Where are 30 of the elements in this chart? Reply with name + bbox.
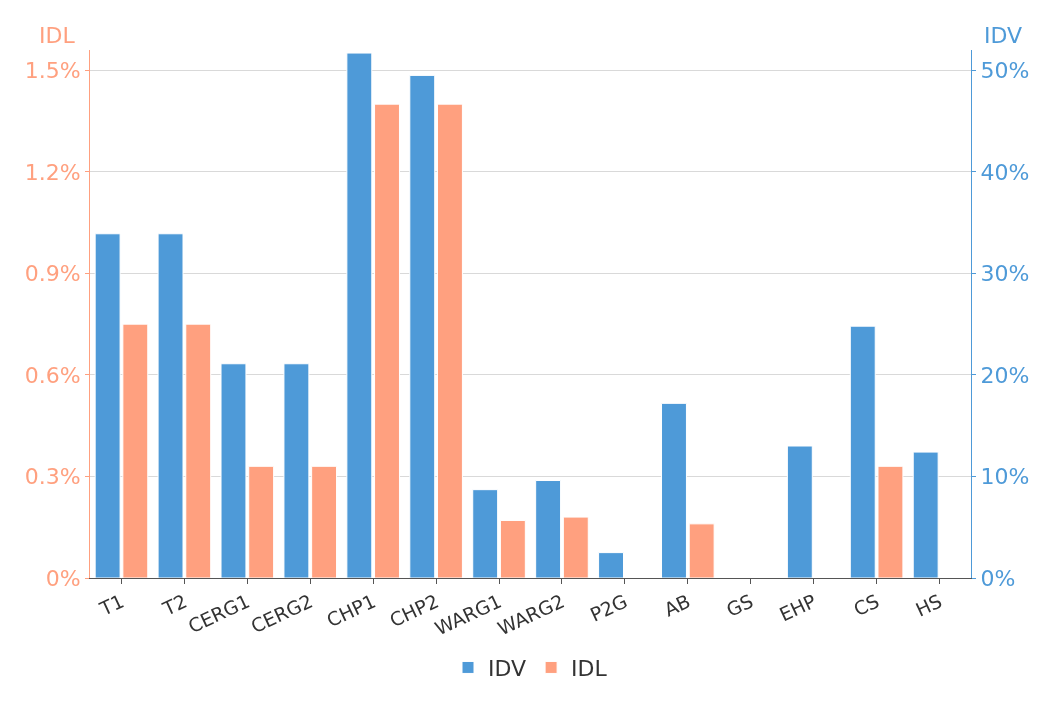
y2-tick-label: 10% [980,464,1030,490]
y2-tick-label: 30% [980,261,1030,287]
y2-tick-label: 20% [980,362,1030,388]
y-tick-label: 0.3% [24,464,81,490]
y2-tick-label: 0% [980,565,1016,591]
x-tick-label: EHP [775,589,820,626]
y-tick-label: 1.5% [24,58,81,84]
x-tick-label: P2G [586,589,631,626]
bar [786,445,813,578]
bar [598,552,625,578]
bar [912,451,939,578]
x-tick-label: HS [912,589,946,621]
y-tick-label: 0% [45,565,81,591]
bar [688,523,715,578]
x-tick-label: GS [722,589,757,621]
x-tick-label: AB [660,589,694,621]
y2-tick-label: 40% [980,159,1030,185]
y-axis-title: IDL [39,23,76,48]
x-tick-label: T2 [158,589,191,620]
y-tick-label: 0.6% [24,362,81,388]
y-tick-label: 1.2% [24,159,81,185]
bar [661,402,687,578]
y2-axis-title: IDV [984,23,1023,48]
y2-tick-label: 50% [980,58,1030,84]
y-tick-label: 0.9% [24,261,81,287]
legend-label: IDV [488,656,527,682]
legend-label: IDL [571,656,608,682]
x-tick-label: CS [850,589,883,621]
x-tick-label: T1 [95,589,128,620]
x-tick-label: CHP1 [323,589,379,632]
